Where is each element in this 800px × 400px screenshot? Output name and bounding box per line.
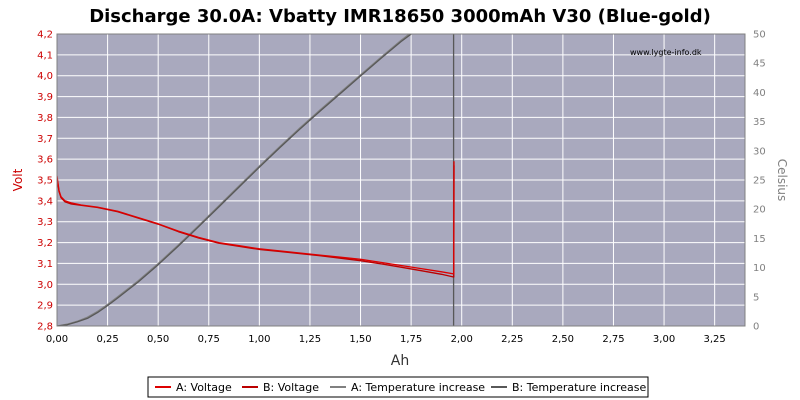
y-right-tick-label: 5 [753,292,759,303]
y-right-tick-label: 50 [753,30,766,41]
legend-item-b-temperature: B: Temperature increase [491,381,647,394]
x-tick-label: 2,75 [602,334,624,345]
series-line-b-temperature-increase [57,34,413,326]
legend-item-a-voltage: A: Voltage [155,381,232,394]
y-left-label: Volt [11,168,25,191]
y-left-tick-label: 3,4 [37,196,53,207]
y-right-tick-label: 35 [753,117,766,128]
legend-label: B: Voltage [263,381,319,394]
y-right-tick-label: 0 [753,322,759,333]
y-left-tick-label: 3,1 [37,259,53,270]
y-left-tick-label: 3,2 [37,238,53,249]
x-tick-label: 3,00 [653,334,675,345]
legend-label: A: Temperature increase [351,381,485,394]
y-right-tick-label: 10 [753,263,766,274]
y-left-tick-label: 4,0 [37,71,53,82]
x-tick-label: 1,25 [299,334,321,345]
x-tick-label: 1,00 [248,334,270,345]
series-group [57,34,455,326]
series-line-a-temperature-increase [57,34,411,326]
y-right-tick-label: 15 [753,234,766,245]
y-left-tick-label: 3,6 [37,155,53,166]
y-left-tick-label: 3,9 [37,92,53,103]
x-tick-label: 1,75 [400,334,422,345]
x-tick-label: 2,25 [501,334,523,345]
y-right-ticks: 0 5 10 15 20 25 30 35 40 45 50 [753,30,766,333]
y-left-tick-label: 3,0 [37,280,53,291]
watermark: www.lygte-info.dk [630,48,702,57]
legend-label: B: Temperature increase [512,381,647,394]
y-right-label: Celsius [775,159,789,202]
x-tick-label: 0,25 [96,334,118,345]
legend-item-b-voltage: B: Voltage [242,381,319,394]
x-axis-label: Ah [391,353,409,369]
x-tick-label: 2,50 [552,334,574,345]
legend-item-a-temperature: A: Temperature increase [330,381,485,394]
legend: A: Voltage B: Voltage A: Temperature inc… [147,376,649,398]
y-right-tick-label: 45 [753,59,766,70]
series-line-a-voltage [57,161,455,275]
plot-frame [56,33,746,327]
y-left-tick-label: 3,7 [37,134,53,145]
y-left-tick-label: 3,8 [37,113,53,124]
y-right-tick-label: 25 [753,176,766,187]
x-tick-label: 0,50 [147,334,169,345]
y-right-tick-label: 30 [753,146,766,157]
y-left-tick-label: 4,1 [37,50,53,61]
x-ticks: 0,00 0,25 0,50 0,75 1,00 1,25 1,50 1,75 2,00 2,25… [46,334,726,345]
y-left-tick-label: 2,9 [37,301,53,312]
y-left-ticks: 2,8 2,9 3,0 3,1 3,2 3,3 3,4 3,5 3,6 3,7 3,8 3,9 4,0 4… [37,30,53,333]
x-tick-label: 0,00 [46,334,68,345]
y-left-tick-label: 4,2 [37,30,53,41]
x-tick-label: 1,50 [349,334,371,345]
y-right-tick-label: 20 [753,205,766,216]
y-left-tick-label: 2,8 [37,322,53,333]
y-right-tick-label: 40 [753,88,766,99]
y-left-tick-label: 3,3 [37,217,53,228]
y-left-tick-label: 3,5 [37,176,53,187]
x-tick-label: 0,75 [198,334,220,345]
legend-label: A: Voltage [176,381,232,394]
x-tick-label: 2,00 [451,334,473,345]
chart-title: Discharge 30.0A: Vbatty IMR18650 3000mAh… [89,6,711,27]
legend-box [147,376,649,398]
x-tick-label: 3,25 [704,334,726,345]
grid-lines [57,34,745,326]
